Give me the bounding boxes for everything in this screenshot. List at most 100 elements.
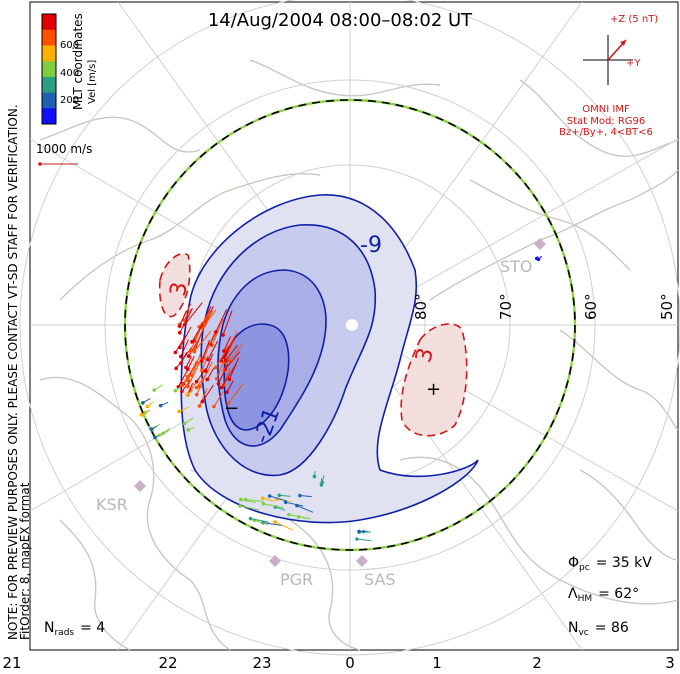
- velocity-vector-origin: [216, 381, 221, 386]
- velocity-vector: [206, 367, 215, 380]
- svg-text:Φpc= 35 kV: Φpc = 35 kV: [568, 555, 652, 573]
- velocity-vector: [223, 336, 232, 352]
- velocity-vector-origin: [149, 427, 154, 431]
- velocity-vector-origin: [203, 369, 208, 373]
- velocity-vector: [201, 340, 210, 362]
- velocity-vector-origin: [214, 330, 218, 334]
- velocity-vector-origin: [153, 435, 157, 440]
- velocity-vector: [245, 499, 265, 502]
- station-label-pgr: PGR: [280, 570, 313, 589]
- svg-text:Nrads= 4: Nrads = 4: [44, 620, 105, 638]
- mlt-label-22: 22: [158, 654, 177, 672]
- contour-label-dusk3: 3: [166, 280, 193, 298]
- velocity-vector: [279, 494, 291, 497]
- potential-min-mark: −: [224, 398, 239, 419]
- velocity-vector: [202, 309, 211, 324]
- velocity-vector: [213, 391, 224, 407]
- colorbar-segment: [42, 45, 56, 62]
- velocity-vector-origin: [173, 388, 178, 393]
- velocity-vector-origin: [186, 428, 191, 432]
- positive-cell-dawn: [400, 323, 468, 437]
- pole-marker: [346, 319, 358, 331]
- velocity-vector-origin: [141, 401, 145, 405]
- station-marker-ksr: [134, 480, 146, 492]
- mlt-axis: 21 22 23 0 1 2 3: [2, 654, 674, 672]
- station-label-sas: SAS: [364, 570, 396, 589]
- velocity-vector: [185, 356, 192, 368]
- velocity-vector-origin: [283, 500, 288, 505]
- mlt-label-2: 2: [532, 654, 542, 672]
- velocity-vector-origin: [199, 359, 204, 364]
- mlt-label-21: 21: [2, 654, 21, 672]
- velocity-vector: [196, 378, 205, 395]
- velocity-vector: [262, 522, 282, 526]
- velocity-vector-origin: [212, 404, 216, 409]
- velocity-vector-origin: [157, 433, 162, 438]
- coordinate-system-label: MLT coordinates: [71, 13, 85, 110]
- imf-z-label: +Z (5 nT): [610, 14, 658, 25]
- velocity-vector-origin: [319, 483, 324, 487]
- velocity-vector: [356, 538, 371, 542]
- velocity-vector-origin: [206, 357, 210, 362]
- mlt-label-3: 3: [665, 654, 675, 672]
- velocity-vector: [263, 503, 284, 509]
- velocity-vector: [159, 429, 170, 436]
- velocity-vector: [288, 514, 308, 519]
- velocity-vector: [223, 336, 237, 358]
- velocity-vector-origin: [178, 345, 182, 350]
- velocity-vector-origin: [214, 376, 219, 381]
- velocity-vector: [196, 370, 209, 388]
- velocity-vector-origin: [200, 368, 204, 373]
- colorbar-segment: [42, 14, 56, 31]
- velocity-vector: [181, 360, 198, 386]
- velocity-vector-origin: [214, 365, 218, 370]
- velocity-vector-origin: [238, 504, 242, 508]
- lat-label-80: 80°: [412, 293, 430, 320]
- station-markers: [134, 238, 546, 567]
- colorbar-segment: [42, 108, 56, 125]
- stat-phi-pc: Φpc = 35 kV: [568, 555, 652, 573]
- velocity-vector-origin: [312, 474, 317, 479]
- velocity-vector: [240, 505, 260, 511]
- velocity-vector-origin: [222, 349, 226, 353]
- velocity-vector-origin: [190, 373, 194, 378]
- velocity-vector-origin: [139, 413, 144, 417]
- colorbar-label: Vel [m/s]: [87, 60, 98, 104]
- imf-y-label: +Y: [626, 58, 641, 69]
- velocity-vector-origin: [185, 392, 189, 397]
- preview-notice: NOTE: FOR PREVIEW PURPOSES ONLY. PLEASE …: [6, 104, 20, 640]
- velocity-vector-origin: [190, 340, 194, 344]
- colorbar-tick-600: 600: [60, 40, 79, 51]
- velocity-vector: [177, 367, 190, 387]
- hm-boundary: [124, 99, 576, 551]
- velocity-vector-origin: [224, 358, 228, 363]
- velocity-vector-origin: [194, 379, 199, 384]
- velocity-vector-origin: [178, 354, 183, 359]
- colorbar-tick-400: 400: [60, 68, 79, 79]
- velocity-vector-origin: [355, 537, 359, 541]
- mlt-label-0: 0: [345, 654, 355, 672]
- velocity-vector: [269, 495, 288, 502]
- velocity-vector: [179, 326, 192, 348]
- colorbar-outline: [41, 13, 57, 125]
- potential-max-mark: +: [426, 379, 441, 400]
- velocity-vector: [254, 519, 268, 526]
- imf-condition: Bz+/By+, 4<BT<6: [559, 127, 653, 138]
- velocity-vector: [180, 352, 188, 364]
- velocity-vector-origin: [186, 354, 191, 358]
- velocity-vector-origin: [197, 404, 202, 408]
- velocity-vector-origin: [225, 390, 229, 395]
- velocity-vector-origin: [194, 392, 199, 397]
- velocity-vector: [299, 494, 312, 498]
- velocity-vector: [187, 382, 194, 395]
- velocity-vector-origin: [177, 409, 182, 414]
- latitude-labels: 80° 70° 60° 50°: [412, 293, 676, 320]
- velocity-vector-origin: [194, 385, 199, 390]
- velocity-vector-origin: [277, 493, 282, 498]
- velocity-vector: [187, 355, 195, 370]
- velocity-vector-origin: [152, 388, 156, 392]
- mlt-label-23: 23: [252, 654, 271, 672]
- svg-text:Nvc= 86: Nvc = 86: [568, 620, 629, 638]
- svg-text:ΛHM= 62°: ΛHM = 62°: [568, 586, 639, 604]
